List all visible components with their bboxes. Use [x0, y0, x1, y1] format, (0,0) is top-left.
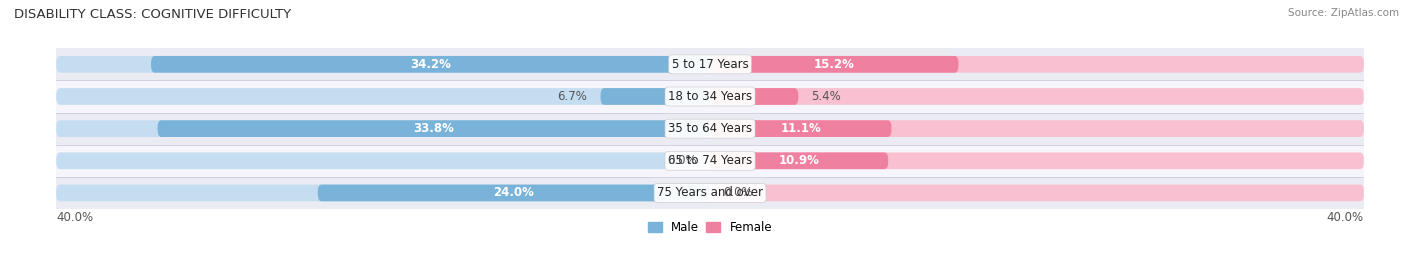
FancyBboxPatch shape	[710, 56, 959, 73]
FancyBboxPatch shape	[56, 120, 710, 137]
FancyBboxPatch shape	[56, 56, 710, 73]
FancyBboxPatch shape	[710, 185, 1364, 201]
Text: 0.0%: 0.0%	[668, 154, 697, 167]
Text: 65 to 74 Years: 65 to 74 Years	[668, 154, 752, 167]
FancyBboxPatch shape	[710, 88, 1364, 105]
Text: Source: ZipAtlas.com: Source: ZipAtlas.com	[1288, 8, 1399, 18]
FancyBboxPatch shape	[56, 152, 710, 169]
FancyBboxPatch shape	[710, 56, 1364, 73]
FancyBboxPatch shape	[150, 56, 710, 73]
Text: 5 to 17 Years: 5 to 17 Years	[672, 58, 748, 71]
FancyBboxPatch shape	[318, 185, 710, 201]
FancyBboxPatch shape	[710, 152, 1364, 169]
FancyBboxPatch shape	[157, 120, 710, 137]
Text: 6.7%: 6.7%	[558, 90, 588, 103]
Text: 33.8%: 33.8%	[413, 122, 454, 135]
FancyBboxPatch shape	[56, 88, 710, 105]
Text: 5.4%: 5.4%	[811, 90, 841, 103]
Bar	[56, 113, 1364, 145]
Text: 0.0%: 0.0%	[723, 187, 752, 199]
Bar	[56, 48, 1364, 80]
Text: 15.2%: 15.2%	[814, 58, 855, 71]
Legend: Male, Female: Male, Female	[643, 216, 778, 239]
Text: 75 Years and over: 75 Years and over	[657, 187, 763, 199]
FancyBboxPatch shape	[56, 185, 710, 201]
FancyBboxPatch shape	[600, 88, 710, 105]
FancyBboxPatch shape	[710, 120, 1364, 137]
Bar	[56, 145, 1364, 177]
FancyBboxPatch shape	[710, 152, 889, 169]
Text: 40.0%: 40.0%	[56, 211, 93, 224]
Text: 34.2%: 34.2%	[411, 58, 451, 71]
Text: 35 to 64 Years: 35 to 64 Years	[668, 122, 752, 135]
Text: 24.0%: 24.0%	[494, 187, 534, 199]
FancyBboxPatch shape	[710, 88, 799, 105]
Text: 11.1%: 11.1%	[780, 122, 821, 135]
Text: 10.9%: 10.9%	[779, 154, 820, 167]
Text: DISABILITY CLASS: COGNITIVE DIFFICULTY: DISABILITY CLASS: COGNITIVE DIFFICULTY	[14, 8, 291, 21]
Bar	[56, 80, 1364, 113]
FancyBboxPatch shape	[710, 120, 891, 137]
Text: 18 to 34 Years: 18 to 34 Years	[668, 90, 752, 103]
Bar	[56, 177, 1364, 209]
Text: 40.0%: 40.0%	[1327, 211, 1364, 224]
